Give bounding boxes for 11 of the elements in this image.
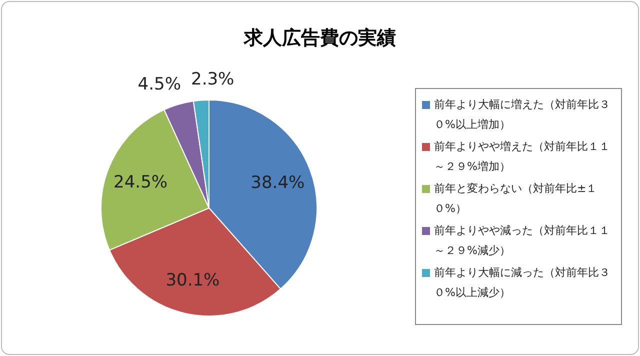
legend-label: 前年より大幅に増えた（対前年比３０%以上増加）	[434, 97, 611, 133]
chart-title: 求人広告費の実績	[243, 27, 396, 49]
data-label: 2.3%	[191, 70, 234, 90]
legend-label: 前年より大幅に減った（対前年比３０%以上減少）	[434, 265, 611, 301]
data-label: 38.4%	[250, 173, 305, 193]
data-label: 4.5%	[138, 74, 181, 95]
legend-label: 前年よりやや減った（対前年比１１～２９%減少）	[434, 223, 611, 259]
data-label: 24.5%	[114, 172, 168, 192]
data-label: 30.1%	[166, 270, 220, 291]
legend-label: 前年よりやや増えた（対前年比１１～２９%増加）	[434, 139, 611, 175]
legend-label: 前年と変わらない（対前年比±１０%）	[434, 181, 598, 217]
